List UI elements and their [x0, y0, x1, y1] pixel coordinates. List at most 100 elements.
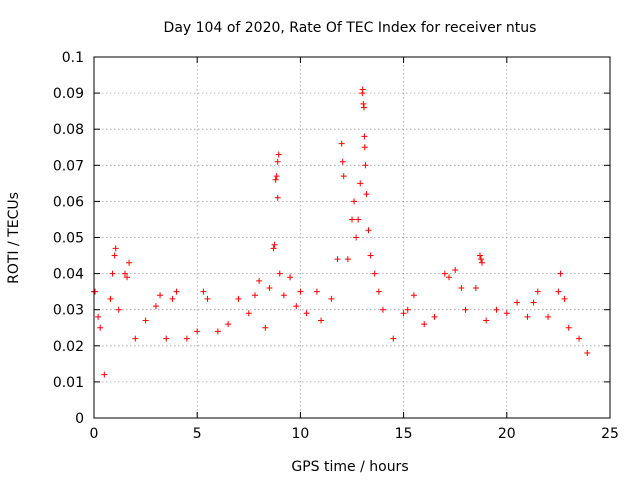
data-point	[225, 321, 232, 328]
axis-ticks: 0 5 10 15 20 25 0 0.01 0.02 0.03 0.04 0.05 0.06 0.07 0…	[53, 50, 619, 442]
data-point	[111, 252, 118, 259]
data-point	[421, 321, 428, 328]
data-point	[576, 335, 583, 342]
data-point	[351, 198, 358, 205]
data-point	[163, 335, 170, 342]
data-point	[565, 324, 572, 331]
data-point	[410, 292, 417, 299]
data-point	[365, 227, 372, 234]
data-point	[367, 252, 374, 259]
data-point	[371, 270, 378, 277]
data-point	[340, 173, 347, 180]
data-point	[97, 324, 104, 331]
data-point	[92, 288, 99, 295]
data-point	[313, 288, 320, 295]
data-point	[245, 310, 252, 317]
data-point	[476, 252, 483, 259]
data-point	[555, 288, 562, 295]
data-point	[462, 306, 469, 313]
y-tick-label: 0.05	[53, 231, 84, 247]
data-point	[584, 350, 591, 357]
data-point	[157, 292, 164, 299]
y-tick-label: 0.06	[53, 194, 84, 210]
data-point	[362, 162, 369, 169]
data-point	[431, 313, 438, 320]
data-point	[404, 306, 411, 313]
data-point	[561, 295, 568, 302]
data-point	[483, 317, 490, 324]
data-point	[458, 285, 465, 292]
data-point	[452, 266, 459, 273]
data-point	[266, 285, 273, 292]
x-tick-label: 10	[291, 426, 309, 442]
data-point	[479, 259, 486, 266]
data-point	[287, 274, 294, 281]
data-point	[109, 270, 116, 277]
data-point	[361, 133, 368, 140]
data-point	[280, 292, 287, 299]
data-point	[353, 234, 360, 241]
data-point	[530, 299, 537, 306]
data-point	[361, 144, 368, 151]
data-point	[297, 288, 304, 295]
data-point	[360, 104, 367, 111]
data-point	[360, 100, 367, 107]
data-point	[115, 306, 122, 313]
data-point	[251, 292, 258, 299]
data-point	[169, 295, 176, 302]
data-point	[235, 295, 242, 302]
data-point	[524, 313, 531, 320]
chart-title: Day 104 of 2020, Rate Of TEC Index for r…	[164, 20, 537, 36]
data-point	[101, 371, 108, 378]
data-point	[514, 299, 521, 306]
x-tick-label: 0	[90, 426, 99, 442]
x-tick-label: 25	[601, 426, 619, 442]
y-tick-label: 0.09	[53, 86, 84, 102]
data-point	[112, 245, 119, 252]
x-tick-label: 5	[193, 426, 202, 442]
data-point	[390, 335, 397, 342]
data-point	[334, 256, 341, 263]
data-points	[91, 86, 591, 378]
data-point	[262, 324, 269, 331]
data-point	[276, 270, 283, 277]
data-point	[375, 288, 382, 295]
data-point	[204, 295, 211, 302]
data-point	[270, 245, 277, 252]
y-tick-label: 0.03	[53, 303, 84, 319]
data-point	[357, 180, 364, 187]
data-point	[214, 328, 221, 335]
data-point	[121, 270, 128, 277]
data-point	[338, 140, 345, 147]
data-point	[344, 256, 351, 263]
data-point	[318, 317, 325, 324]
data-point	[152, 303, 159, 310]
data-point	[503, 310, 510, 317]
data-point	[124, 274, 131, 281]
data-point	[339, 158, 346, 165]
x-axis-label: GPS time / hours	[291, 459, 408, 475]
data-point	[274, 158, 281, 165]
data-point	[349, 216, 355, 223]
data-point	[272, 176, 279, 183]
data-point	[534, 288, 541, 295]
y-axis-label: ROTI / TECUs	[6, 192, 22, 284]
y-tick-label: 0.02	[53, 339, 84, 355]
y-tick-label: 0.08	[53, 122, 84, 138]
data-point	[132, 335, 139, 342]
data-point	[379, 306, 386, 313]
data-point	[194, 328, 201, 335]
data-point	[142, 317, 149, 324]
y-tick-label: 0	[75, 411, 84, 427]
data-point	[545, 313, 552, 320]
data-point	[441, 270, 448, 277]
data-point	[183, 335, 190, 342]
data-point	[472, 285, 479, 292]
data-point	[256, 277, 263, 284]
data-point	[478, 256, 484, 263]
data-point	[274, 194, 281, 201]
data-point	[328, 295, 335, 302]
data-point	[303, 310, 310, 317]
data-point	[493, 306, 500, 313]
y-tick-label: 0.04	[53, 267, 84, 283]
